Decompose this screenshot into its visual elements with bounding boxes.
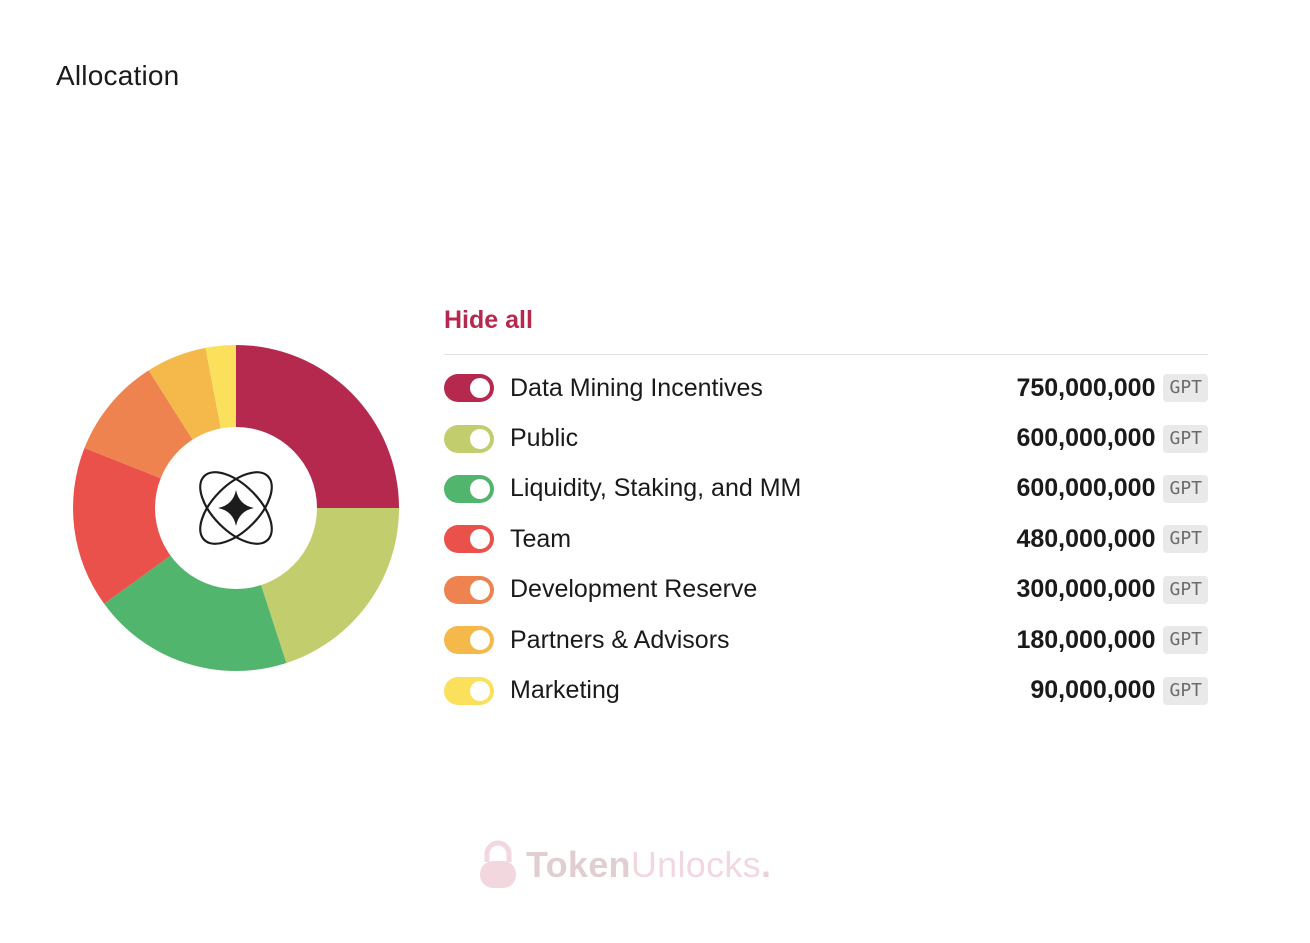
legend-value: 750,000,000 — [1016, 373, 1156, 402]
toggle-knob — [470, 630, 490, 651]
watermark: TokenUnlocks. — [478, 840, 771, 890]
legend-value: 300,000,000 — [1016, 575, 1156, 604]
toggle-knob — [470, 680, 490, 701]
watermark-unlocks: Unlocks — [630, 844, 761, 885]
legend-toggle[interactable] — [444, 424, 494, 453]
legend-unit-badge: GPT — [1163, 676, 1208, 705]
donut-svg — [73, 345, 399, 671]
toggle-knob — [470, 478, 490, 499]
legend-value: 480,000,000 — [1016, 524, 1156, 553]
toggle-knob — [470, 428, 490, 449]
legend-row: Partners & Advisors 180,000,000 GPT — [444, 615, 1208, 665]
legend-label: Partners & Advisors — [510, 625, 730, 654]
legend-unit-badge: GPT — [1163, 525, 1208, 554]
legend-toggle[interactable] — [444, 626, 494, 655]
legend-toggle[interactable] — [444, 525, 494, 554]
allocation-donut-chart — [72, 344, 400, 672]
atom-sparkle-icon — [199, 471, 273, 545]
watermark-token: Token — [526, 844, 631, 885]
padlock-icon — [480, 840, 516, 888]
legend-list: Data Mining Incentives 750,000,000 GPT Publ… — [444, 363, 1208, 716]
allocation-legend: Hide all Data Mining Incentives 750,000,0… — [444, 300, 1208, 716]
legend-unit-badge: GPT — [1163, 626, 1208, 655]
legend-row: Team 480,000,000 GPT — [444, 514, 1208, 564]
legend-row: Public 600,000,000 GPT — [444, 413, 1208, 463]
toggle-knob — [470, 378, 490, 399]
legend-toggle[interactable] — [444, 575, 494, 604]
legend-row: Marketing 90,000,000 GPT — [444, 665, 1208, 715]
legend-unit-badge: GPT — [1163, 374, 1208, 403]
watermark-dot: . — [760, 844, 772, 885]
watermark-text: TokenUnlocks. — [526, 844, 771, 886]
legend-unit-badge: GPT — [1163, 424, 1208, 453]
legend-unit-badge: GPT — [1163, 474, 1208, 503]
legend-label: Liquidity, Staking, and MM — [510, 474, 802, 503]
donut-slice[interactable] — [73, 448, 236, 604]
legend-toggle[interactable] — [444, 676, 494, 705]
legend-label: Development Reserve — [510, 575, 758, 604]
legend-label: Team — [510, 524, 572, 553]
legend-row: Data Mining Incentives 750,000,000 GPT — [444, 363, 1208, 413]
legend-value: 180,000,000 — [1016, 625, 1156, 654]
page-title: Allocation — [56, 60, 180, 91]
legend-unit-badge: GPT — [1163, 575, 1208, 604]
legend-divider — [444, 354, 1208, 355]
legend-row: Liquidity, Staking, and MM 600,000,000 GPT — [444, 464, 1208, 514]
legend-value: 90,000,000 — [1030, 676, 1156, 705]
legend-label: Public — [510, 424, 579, 453]
legend-label: Data Mining Incentives — [510, 373, 763, 402]
legend-toggle[interactable] — [444, 474, 494, 503]
toggle-knob — [470, 579, 490, 600]
toggle-knob — [470, 529, 490, 550]
legend-row: Development Reserve 300,000,000 GPT — [444, 565, 1208, 615]
legend-toggle[interactable] — [444, 374, 494, 403]
legend-label: Marketing — [510, 676, 620, 705]
legend-value: 600,000,000 — [1016, 474, 1156, 503]
hide-all-button[interactable]: Hide all — [444, 306, 533, 334]
legend-value: 600,000,000 — [1016, 424, 1156, 453]
